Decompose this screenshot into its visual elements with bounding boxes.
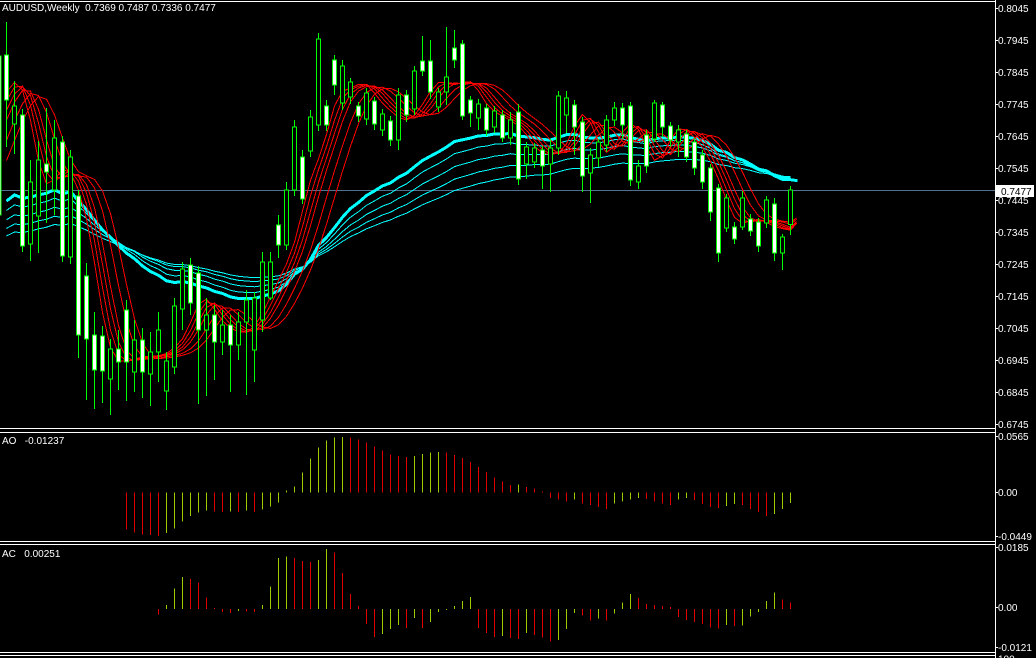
- svg-text:0.7745: 0.7745: [998, 100, 1029, 111]
- svg-text:0.0185: 0.0185: [998, 543, 1029, 554]
- svg-text:AO -0.01237: AO -0.01237: [2, 436, 65, 447]
- svg-text:0.7945: 0.7945: [998, 36, 1029, 47]
- svg-text:-0.0121: -0.0121: [998, 643, 1032, 654]
- svg-text:0.6745: 0.6745: [998, 420, 1029, 431]
- svg-text:0.7445: 0.7445: [998, 196, 1029, 207]
- svg-text:-0.0449: -0.0449: [998, 532, 1032, 543]
- svg-text:0.7845: 0.7845: [998, 68, 1029, 79]
- svg-text:0.7645: 0.7645: [998, 132, 1029, 143]
- svg-text:0.7477: 0.7477: [1001, 187, 1032, 198]
- svg-text:0.7145: 0.7145: [998, 292, 1029, 303]
- svg-text:0.6845: 0.6845: [998, 388, 1029, 399]
- svg-text:0.7045: 0.7045: [998, 324, 1029, 335]
- svg-text:0.7245: 0.7245: [998, 260, 1029, 271]
- svg-text:0.8045: 0.8045: [998, 4, 1029, 15]
- svg-text:0.6945: 0.6945: [998, 356, 1029, 367]
- svg-text:0.00: 0.00: [998, 603, 1018, 614]
- svg-text:0.7545: 0.7545: [998, 164, 1029, 175]
- svg-text:AUDUSD,Weekly 0.7369 0.7487 0: AUDUSD,Weekly 0.7369 0.7487 0.7336 0.747…: [2, 3, 216, 14]
- svg-text:AC 0.00251: AC 0.00251: [2, 549, 61, 560]
- svg-text:0.0565: 0.0565: [998, 432, 1029, 443]
- svg-text:100: 100: [998, 655, 1015, 658]
- svg-text:0.7345: 0.7345: [998, 228, 1029, 239]
- svg-text:0.00: 0.00: [998, 488, 1018, 499]
